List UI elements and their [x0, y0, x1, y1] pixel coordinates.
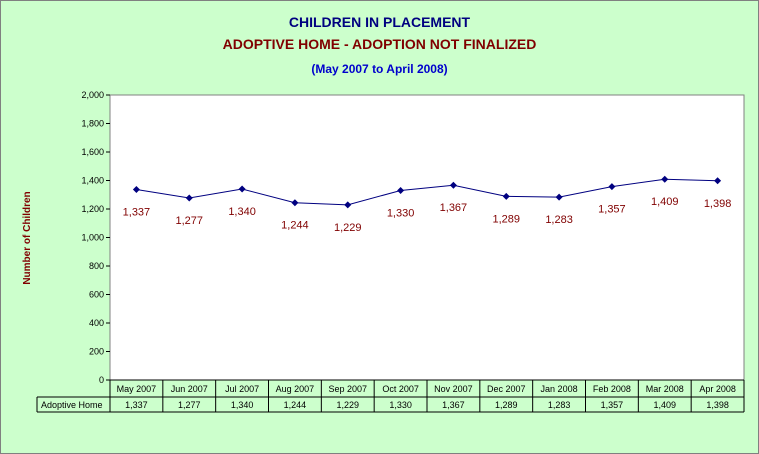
x-tick-label: Aug 2007 [276, 384, 315, 394]
data-label: 1,229 [334, 222, 362, 234]
y-tick-label: 1,600 [81, 147, 104, 157]
data-label: 1,398 [704, 198, 732, 210]
y-tick-label: 600 [89, 290, 104, 300]
data-point [502, 192, 510, 200]
data-label: 1,337 [123, 206, 151, 218]
data-label: 1,330 [387, 207, 415, 219]
data-point [238, 185, 246, 193]
x-tick-label: Feb 2008 [593, 384, 631, 394]
table-cell-value: 1,409 [653, 400, 676, 410]
table-cell-value: 1,244 [284, 400, 307, 410]
series-adoptive-home: 1,337 1,277 1,340 1,244 1,229 1,330 1,367 1,289… [123, 175, 732, 234]
y-tick-label: 1,000 [81, 233, 104, 243]
data-label: 1,340 [228, 206, 256, 218]
data-point [555, 193, 563, 201]
y-tick-label: 2,000 [81, 90, 104, 100]
data-point [608, 183, 616, 191]
x-tick-label: Apr 2008 [699, 384, 736, 394]
x-tick-label: Oct 2007 [382, 384, 419, 394]
table-cell-value: 1,340 [231, 400, 254, 410]
data-point [344, 201, 352, 209]
data-point [397, 186, 405, 194]
data-point [185, 194, 193, 202]
data-point [714, 177, 722, 185]
plot-area [109, 94, 745, 381]
y-axis-label: Number of Children [22, 191, 33, 284]
table-cell-value: 1,367 [442, 400, 465, 410]
x-tick-label: Jul 2007 [225, 384, 259, 394]
series-line [136, 178, 718, 206]
data-table: May 2007 Jun 2007 Jul 2007 Aug 2007 Sep 2007… [36, 379, 745, 413]
table-cell-value: 1,337 [125, 400, 148, 410]
data-label: 1,409 [651, 196, 679, 208]
table-cell-value: 1,277 [178, 400, 201, 410]
x-tick-label: Mar 2008 [646, 384, 684, 394]
y-tick-label: 1,200 [81, 204, 104, 214]
table-cell-value: 1,229 [336, 400, 359, 410]
x-tick-label: Dec 2007 [487, 384, 526, 394]
data-point [661, 175, 669, 183]
y-tick-label: 400 [89, 318, 104, 328]
y-axis: 0 200 400 600 800 1,000 1,200 1,400 1,600 1,800 2,… [81, 90, 110, 385]
data-point [132, 185, 140, 193]
chart-period: (May 2007 to April 2008) [311, 62, 448, 76]
data-label: 1,367 [440, 202, 468, 214]
y-tick-label: 800 [89, 261, 104, 271]
data-label: 1,283 [545, 214, 573, 226]
table-cell-value: 1,357 [601, 400, 624, 410]
x-tick-label: Sep 2007 [328, 384, 367, 394]
data-label: 1,277 [175, 215, 203, 227]
table-cell-value: 1,398 [706, 400, 729, 410]
table-series-name: Adoptive Home [41, 400, 103, 410]
table-cell-value: 1,289 [495, 400, 518, 410]
y-tick-label: 200 [89, 347, 104, 357]
data-point [291, 199, 299, 207]
chart-subtitle: ADOPTIVE HOME - ADOPTION NOT FINALIZED [222, 36, 537, 52]
data-label: 1,289 [492, 213, 520, 225]
data-label: 1,357 [598, 204, 626, 216]
y-tick-label: 1,800 [81, 119, 104, 129]
x-tick-label: Jan 2008 [541, 384, 578, 394]
x-tick-label: May 2007 [117, 384, 157, 394]
x-tick-label: Nov 2007 [434, 384, 473, 394]
table-cell-value: 1,283 [548, 400, 571, 410]
table-cell-value: 1,330 [389, 400, 412, 410]
y-tick-label: 0 [99, 375, 104, 385]
y-tick-label: 1,400 [81, 176, 104, 186]
chart-title: CHILDREN IN PLACEMENT [288, 14, 471, 30]
data-point [449, 181, 457, 189]
x-tick-label: Jun 2007 [171, 384, 208, 394]
data-label: 1,244 [281, 220, 309, 232]
